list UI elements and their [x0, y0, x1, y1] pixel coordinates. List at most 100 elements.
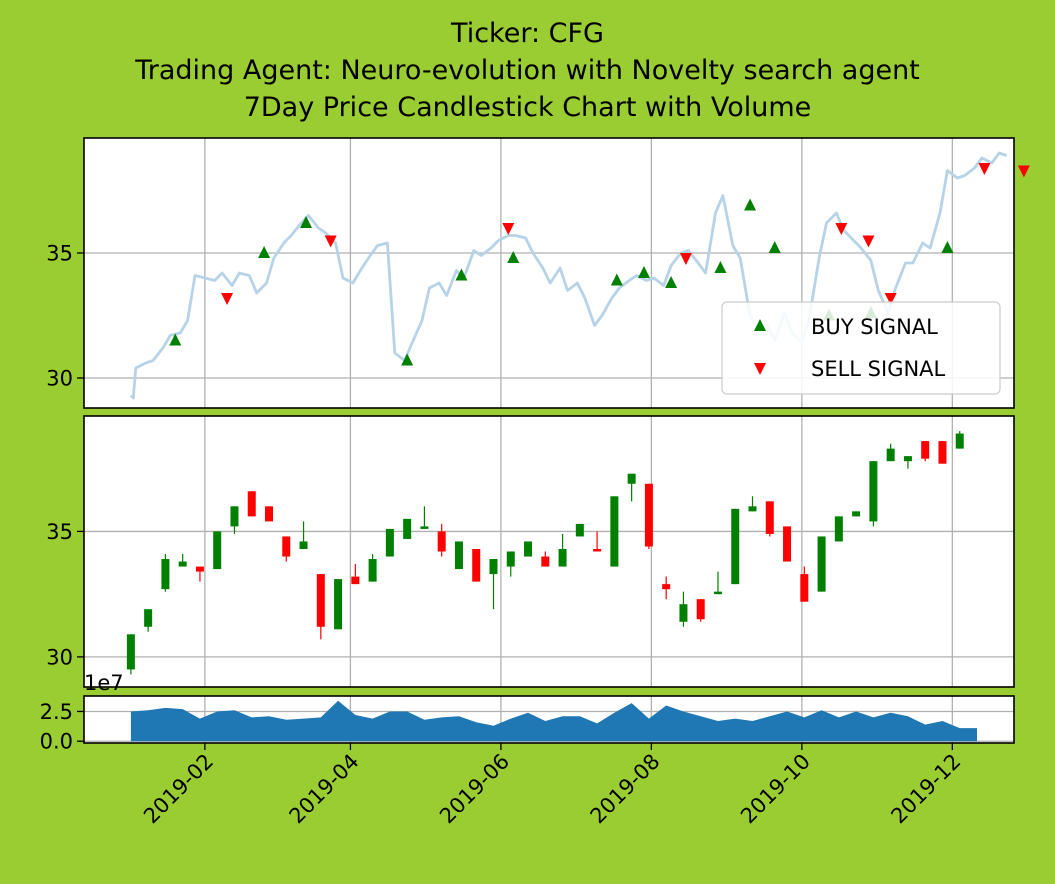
candle-up [126, 634, 135, 670]
x-tick-label: 2019-04 [285, 749, 364, 828]
candle-down [282, 536, 291, 557]
candle-up [886, 448, 895, 462]
buy-signal-marker [401, 353, 414, 366]
candle-down [195, 566, 204, 572]
x-tick-label: 2019-10 [736, 749, 815, 828]
plot-frame [83, 415, 1015, 688]
candle-up [575, 523, 584, 537]
y-tick-label: 35 [46, 520, 73, 544]
buy-signal-marker [258, 246, 271, 258]
plot-frame [83, 695, 1015, 744]
candle-up [627, 473, 636, 484]
y-tick-label: 35 [46, 242, 73, 266]
chart-title-line-2: Trading Agent: Neuro-evolution with Nove… [135, 55, 920, 86]
candle-up [403, 518, 412, 539]
y-tick-label: 30 [46, 367, 73, 391]
x-tick-label: 2019-08 [586, 749, 665, 828]
candle-down [316, 574, 325, 627]
chart-title-line-1: Ticker: CFG [451, 18, 604, 49]
buy-signal-marker [714, 261, 727, 273]
candle-down [921, 441, 930, 459]
sell-signal-marker [862, 235, 875, 248]
candle-down [247, 491, 256, 517]
candle-up [144, 609, 153, 627]
buy-signal-marker [300, 216, 313, 228]
candle-up [506, 551, 515, 567]
volume-exponent-label: 1e7 [84, 671, 124, 695]
candle-up [713, 591, 722, 595]
candle-up [817, 536, 826, 592]
candle-up [178, 561, 187, 567]
y-tick-label: 2.5 [40, 700, 73, 724]
candle-down [765, 501, 774, 534]
sell-signal-marker [324, 235, 337, 248]
buy-signal-marker [507, 251, 520, 263]
candle-up [610, 496, 619, 567]
candle-down [265, 506, 274, 522]
candle-down [351, 576, 360, 585]
legend-buy-marker [754, 319, 766, 331]
plot-frame [83, 137, 1015, 409]
x-axis: 2019-02 2019-04 2019-06 2019-08 2019-10 2019-… [139, 743, 966, 828]
legend-buy-label: BUY SIGNAL [811, 315, 938, 339]
volume-area [130, 700, 977, 742]
sell-signal-marker [1017, 165, 1030, 178]
candle-up [334, 579, 343, 630]
candle-down [472, 548, 481, 582]
candle-down [938, 441, 947, 464]
legend: BUY SIGNAL SELL SIGNAL [721, 301, 1001, 395]
buy-signal-marker [610, 273, 623, 286]
candle-up [558, 548, 567, 567]
x-tick-label: 2019-06 [435, 749, 514, 828]
candle-up [385, 528, 394, 557]
legend-sell-marker [754, 363, 766, 375]
candle-up [524, 541, 533, 557]
candle-up [834, 516, 843, 542]
close-price-line [129, 151, 1008, 400]
candle-up [368, 559, 377, 582]
sell-signal-marker [679, 253, 692, 265]
plot-area [84, 416, 1014, 687]
buy-signal-marker [637, 266, 650, 278]
volume-panel: 0.0 2.5 1e7 [40, 671, 1015, 754]
sell-signal-marker [978, 163, 991, 175]
candle-up [679, 604, 688, 622]
candle-up [489, 559, 498, 575]
candle-down [437, 531, 446, 552]
sell-signal-marker [502, 223, 515, 235]
sell-signal-marker [835, 223, 848, 235]
candle-down [593, 548, 602, 552]
candle-up [731, 508, 740, 585]
chart-title-line-3: 7Day Price Candlestick Chart with Volume [243, 92, 812, 123]
legend-sell-label: SELL SIGNAL [811, 357, 946, 381]
candle-down [541, 556, 550, 567]
candlestick-panel: 30 35 [46, 415, 1015, 688]
buy-signal-marker [768, 241, 781, 253]
y-tick-label: 30 [46, 645, 73, 669]
y-tick-label: 0.0 [40, 730, 73, 754]
candle-up [299, 541, 308, 549]
candle-down [783, 526, 792, 562]
candle-up [230, 506, 239, 527]
candle-up [852, 511, 861, 517]
x-tick-label: 2019-02 [139, 749, 218, 828]
candle-up [748, 506, 757, 512]
sell-signal-marker [221, 293, 234, 305]
candle-down [800, 574, 809, 602]
candle-up [903, 456, 912, 462]
buy-signal-marker [744, 198, 757, 211]
buy-signal-marker [665, 276, 678, 288]
candle-up [213, 531, 222, 570]
candle-up [161, 559, 170, 590]
x-tick-label: 2019-12 [887, 749, 966, 828]
buy-signal-marker [169, 333, 182, 346]
candle-up [454, 541, 463, 570]
candle-down [644, 483, 653, 547]
candle-up [420, 526, 429, 529]
candle-down [662, 584, 671, 590]
candle-down [696, 599, 705, 620]
candle-up [955, 433, 964, 449]
legend-box [721, 301, 1001, 395]
sell-signal-marker [884, 293, 897, 305]
